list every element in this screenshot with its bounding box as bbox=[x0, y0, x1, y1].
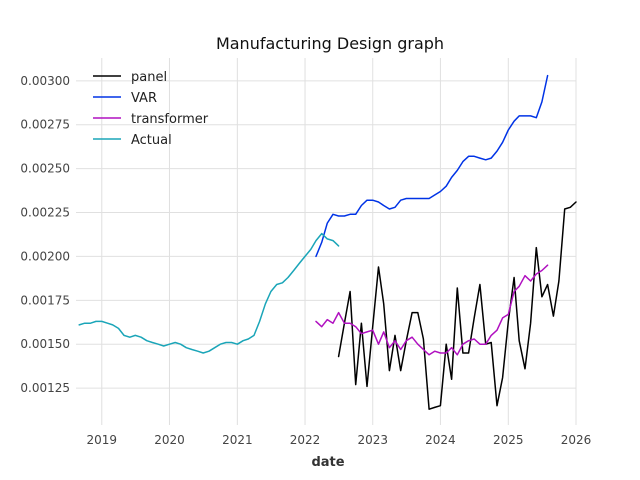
y-tick-label: 0.00275 bbox=[20, 118, 70, 132]
legend: panel VAR transformer Actual bbox=[93, 70, 209, 148]
y-tick-label: 0.00175 bbox=[20, 293, 70, 307]
x-tick-label: 2025 bbox=[493, 433, 524, 447]
x-tick-label: 2024 bbox=[425, 433, 456, 447]
series-layer bbox=[78, 74, 577, 410]
tick-labels: 2019 2020 2021 2022 2023 2024 2025 2026 0.00125 0… bbox=[20, 74, 591, 447]
x-tick-label: 2022 bbox=[290, 433, 321, 447]
legend-label-actual: Actual bbox=[131, 133, 172, 148]
x-tick-label: 2019 bbox=[87, 433, 118, 447]
x-tick-label: 2023 bbox=[357, 433, 388, 447]
series-line-panel bbox=[337, 201, 577, 410]
legend-label-var: VAR bbox=[131, 91, 157, 106]
grid bbox=[76, 58, 577, 425]
y-tick-label: 0.00200 bbox=[20, 249, 70, 263]
x-tick-label: 2020 bbox=[154, 433, 185, 447]
y-tick-label: 0.00300 bbox=[20, 74, 70, 88]
y-tick-label: 0.00150 bbox=[20, 337, 70, 351]
y-tick-label: 0.00225 bbox=[20, 206, 70, 220]
x-axis-label: date bbox=[311, 455, 344, 470]
series-line-var bbox=[315, 74, 549, 258]
y-tick-label: 0.00250 bbox=[20, 162, 70, 176]
series-line-actual bbox=[78, 232, 340, 354]
legend-label-transformer: transformer bbox=[131, 112, 209, 127]
chart-title: Manufacturing Design graph bbox=[216, 34, 444, 53]
x-tick-label: 2021 bbox=[222, 433, 253, 447]
y-tick-label: 0.00125 bbox=[20, 381, 70, 395]
series-line-transformer bbox=[315, 264, 549, 356]
legend-label-panel: panel bbox=[131, 70, 167, 85]
x-tick-label: 2026 bbox=[561, 433, 592, 447]
